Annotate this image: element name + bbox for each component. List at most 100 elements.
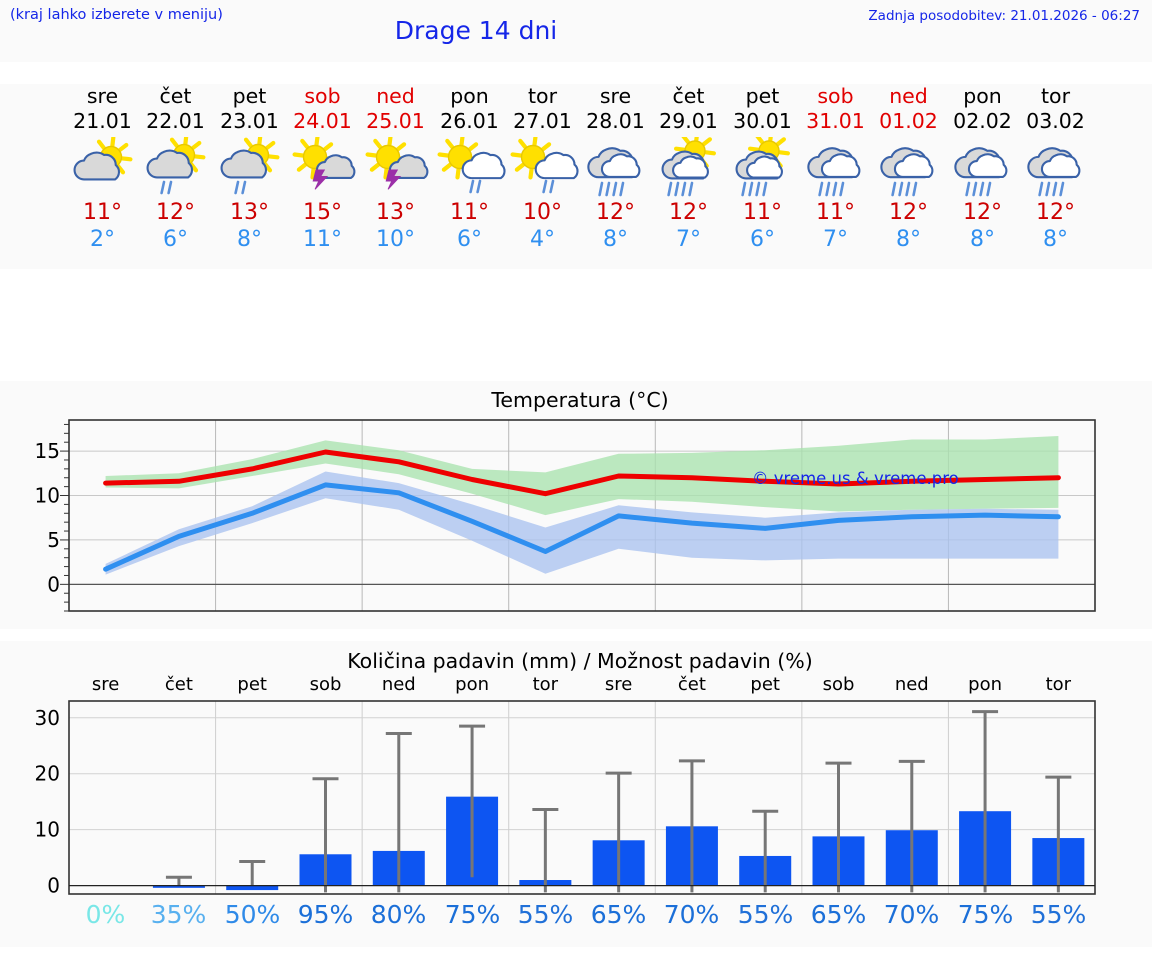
copyright-credit: © vreme.us & vreme.pro xyxy=(752,469,959,488)
day-name: pon xyxy=(963,84,1002,108)
menu-hint: (kraj lahko izberete v meniju) xyxy=(10,7,223,23)
day-date: 03.02 xyxy=(1026,109,1085,133)
day-temp-min: 8° xyxy=(603,227,628,252)
day-column[interactable]: pet 23.01 13° 8° xyxy=(210,84,289,253)
precip-probability: 65% xyxy=(590,900,647,929)
day-date: 29.01 xyxy=(659,109,718,133)
day-column[interactable]: pon 26.01 11° 6° xyxy=(430,84,509,253)
day-date: 02.02 xyxy=(953,109,1012,133)
precip-probability: 80% xyxy=(370,900,427,929)
precip-probability: 75% xyxy=(444,900,501,929)
day-name: sob xyxy=(817,84,854,108)
precipitation-chart-title: Količina padavin (mm) / Možnost padavin … xyxy=(347,649,813,673)
day-date: 21.01 xyxy=(73,109,132,133)
svg-text:10: 10 xyxy=(35,484,60,508)
precip-day-label: ned xyxy=(895,674,929,695)
precip-error-bar xyxy=(678,759,705,893)
header-bar: (kraj lahko izberete v meniju) Drage 14 … xyxy=(0,0,1152,62)
sun-cloud-lightrain-icon xyxy=(503,137,582,199)
day-column[interactable]: tor 27.01 10° 4° xyxy=(503,84,582,253)
precip-probability: 65% xyxy=(810,900,867,929)
day-temp-max: 12° xyxy=(156,200,195,225)
precip-probability: 70% xyxy=(663,900,720,929)
sun-behind-cloud-icon xyxy=(63,137,142,199)
precip-error-bar xyxy=(752,809,779,893)
precip-error-bar xyxy=(825,761,852,893)
day-temp-max: 12° xyxy=(889,200,928,225)
precip-probability: 70% xyxy=(883,900,940,929)
day-temp-max: 12° xyxy=(963,200,1002,225)
precip-day-label: tor xyxy=(533,674,559,695)
precipitation-chart: sre čet pet sob ned pon tor sre čet pet sob ned pon t… xyxy=(35,674,1096,898)
cloud-rain-icon xyxy=(576,137,655,199)
precip-day-label: sre xyxy=(605,674,632,695)
day-date: 26.01 xyxy=(440,109,499,133)
precip-error-bar xyxy=(385,731,412,893)
day-name: ned xyxy=(889,84,928,108)
day-temp-max: 11° xyxy=(450,200,489,225)
last-updated: Zadnja posodobitev: 21.01.2026 - 06:27 xyxy=(868,8,1140,24)
precip-probability: 0% xyxy=(85,900,126,929)
sun-cloud-thunder-icon xyxy=(283,137,362,199)
temperature-chart-title: Temperatura (°C) xyxy=(491,388,669,412)
day-temp-min: 6° xyxy=(163,227,188,252)
precip-probability: 55% xyxy=(517,900,574,929)
sun-cloud-rain-icon xyxy=(210,137,289,199)
day-temp-max: 12° xyxy=(669,200,708,225)
day-date: 25.01 xyxy=(366,109,425,133)
day-name: pon xyxy=(450,84,489,108)
day-name: čet xyxy=(672,84,705,108)
day-temp-min: 4° xyxy=(530,227,555,252)
precip-day-label: sre xyxy=(92,674,119,695)
day-temp-max: 15° xyxy=(303,200,342,225)
day-column[interactable]: sre 28.01 12° 8° xyxy=(576,84,655,253)
day-name: pet xyxy=(232,84,267,108)
precip-day-label: ned xyxy=(382,674,416,695)
svg-text:0: 0 xyxy=(47,874,60,898)
day-temp-min: 2° xyxy=(90,227,115,252)
day-column[interactable]: ned 01.02 12° 8° xyxy=(869,84,948,253)
day-column[interactable]: tor 03.02 12° 8° xyxy=(1016,84,1095,253)
day-temp-min: 8° xyxy=(237,227,262,252)
day-column[interactable]: pet 30.01 11° 6° xyxy=(723,84,802,253)
day-column[interactable]: pon 02.02 12° 8° xyxy=(943,84,1022,253)
sun-cloud-heavyrain-icon xyxy=(723,137,802,199)
precip-bar xyxy=(226,885,279,891)
svg-text:30: 30 xyxy=(35,706,60,730)
precip-day-label: pet xyxy=(237,674,267,695)
precip-error-bar xyxy=(898,759,925,893)
day-temp-max: 13° xyxy=(230,200,269,225)
day-date: 28.01 xyxy=(586,109,645,133)
svg-text:0: 0 xyxy=(47,572,60,596)
svg-text:20: 20 xyxy=(35,762,60,786)
daily-forecast-strip: sre 21.01 11° 2° čet 22.01 12° 6° pet 23.01 13° 8° s… xyxy=(0,84,1152,269)
svg-text:5: 5 xyxy=(47,528,60,552)
precip-error-bar xyxy=(459,724,486,878)
day-column[interactable]: sre 21.01 11° 2° xyxy=(63,84,142,253)
precip-day-label: sob xyxy=(823,674,855,695)
day-temp-min: 6° xyxy=(750,227,775,252)
precip-day-label: pet xyxy=(750,674,780,695)
day-temp-max: 12° xyxy=(1036,200,1075,225)
precip-day-label: pon xyxy=(455,674,489,695)
day-column[interactable]: sob 24.01 15° 11° xyxy=(283,84,362,253)
day-temp-max: 10° xyxy=(523,200,562,225)
precip-probability: 55% xyxy=(1030,900,1087,929)
day-temp-min: 7° xyxy=(823,227,848,252)
sun-cloud-rain-icon xyxy=(136,137,215,199)
precip-day-label: tor xyxy=(1046,674,1072,695)
day-column[interactable]: ned 25.01 13° 10° xyxy=(356,84,435,253)
precip-day-label: pon xyxy=(968,674,1002,695)
day-name: sob xyxy=(304,84,341,108)
precip-day-label: čet xyxy=(678,674,706,695)
day-name: sre xyxy=(599,84,632,108)
day-column[interactable]: čet 29.01 12° 7° xyxy=(649,84,728,253)
precip-probability: 95% xyxy=(297,900,354,929)
precip-probability: 50% xyxy=(224,900,281,929)
day-column[interactable]: sob 31.01 11° 7° xyxy=(796,84,875,253)
day-date: 22.01 xyxy=(146,109,205,133)
precip-error-bar xyxy=(312,777,339,893)
day-column[interactable]: čet 22.01 12° 6° xyxy=(136,84,215,253)
day-name: ned xyxy=(376,84,415,108)
